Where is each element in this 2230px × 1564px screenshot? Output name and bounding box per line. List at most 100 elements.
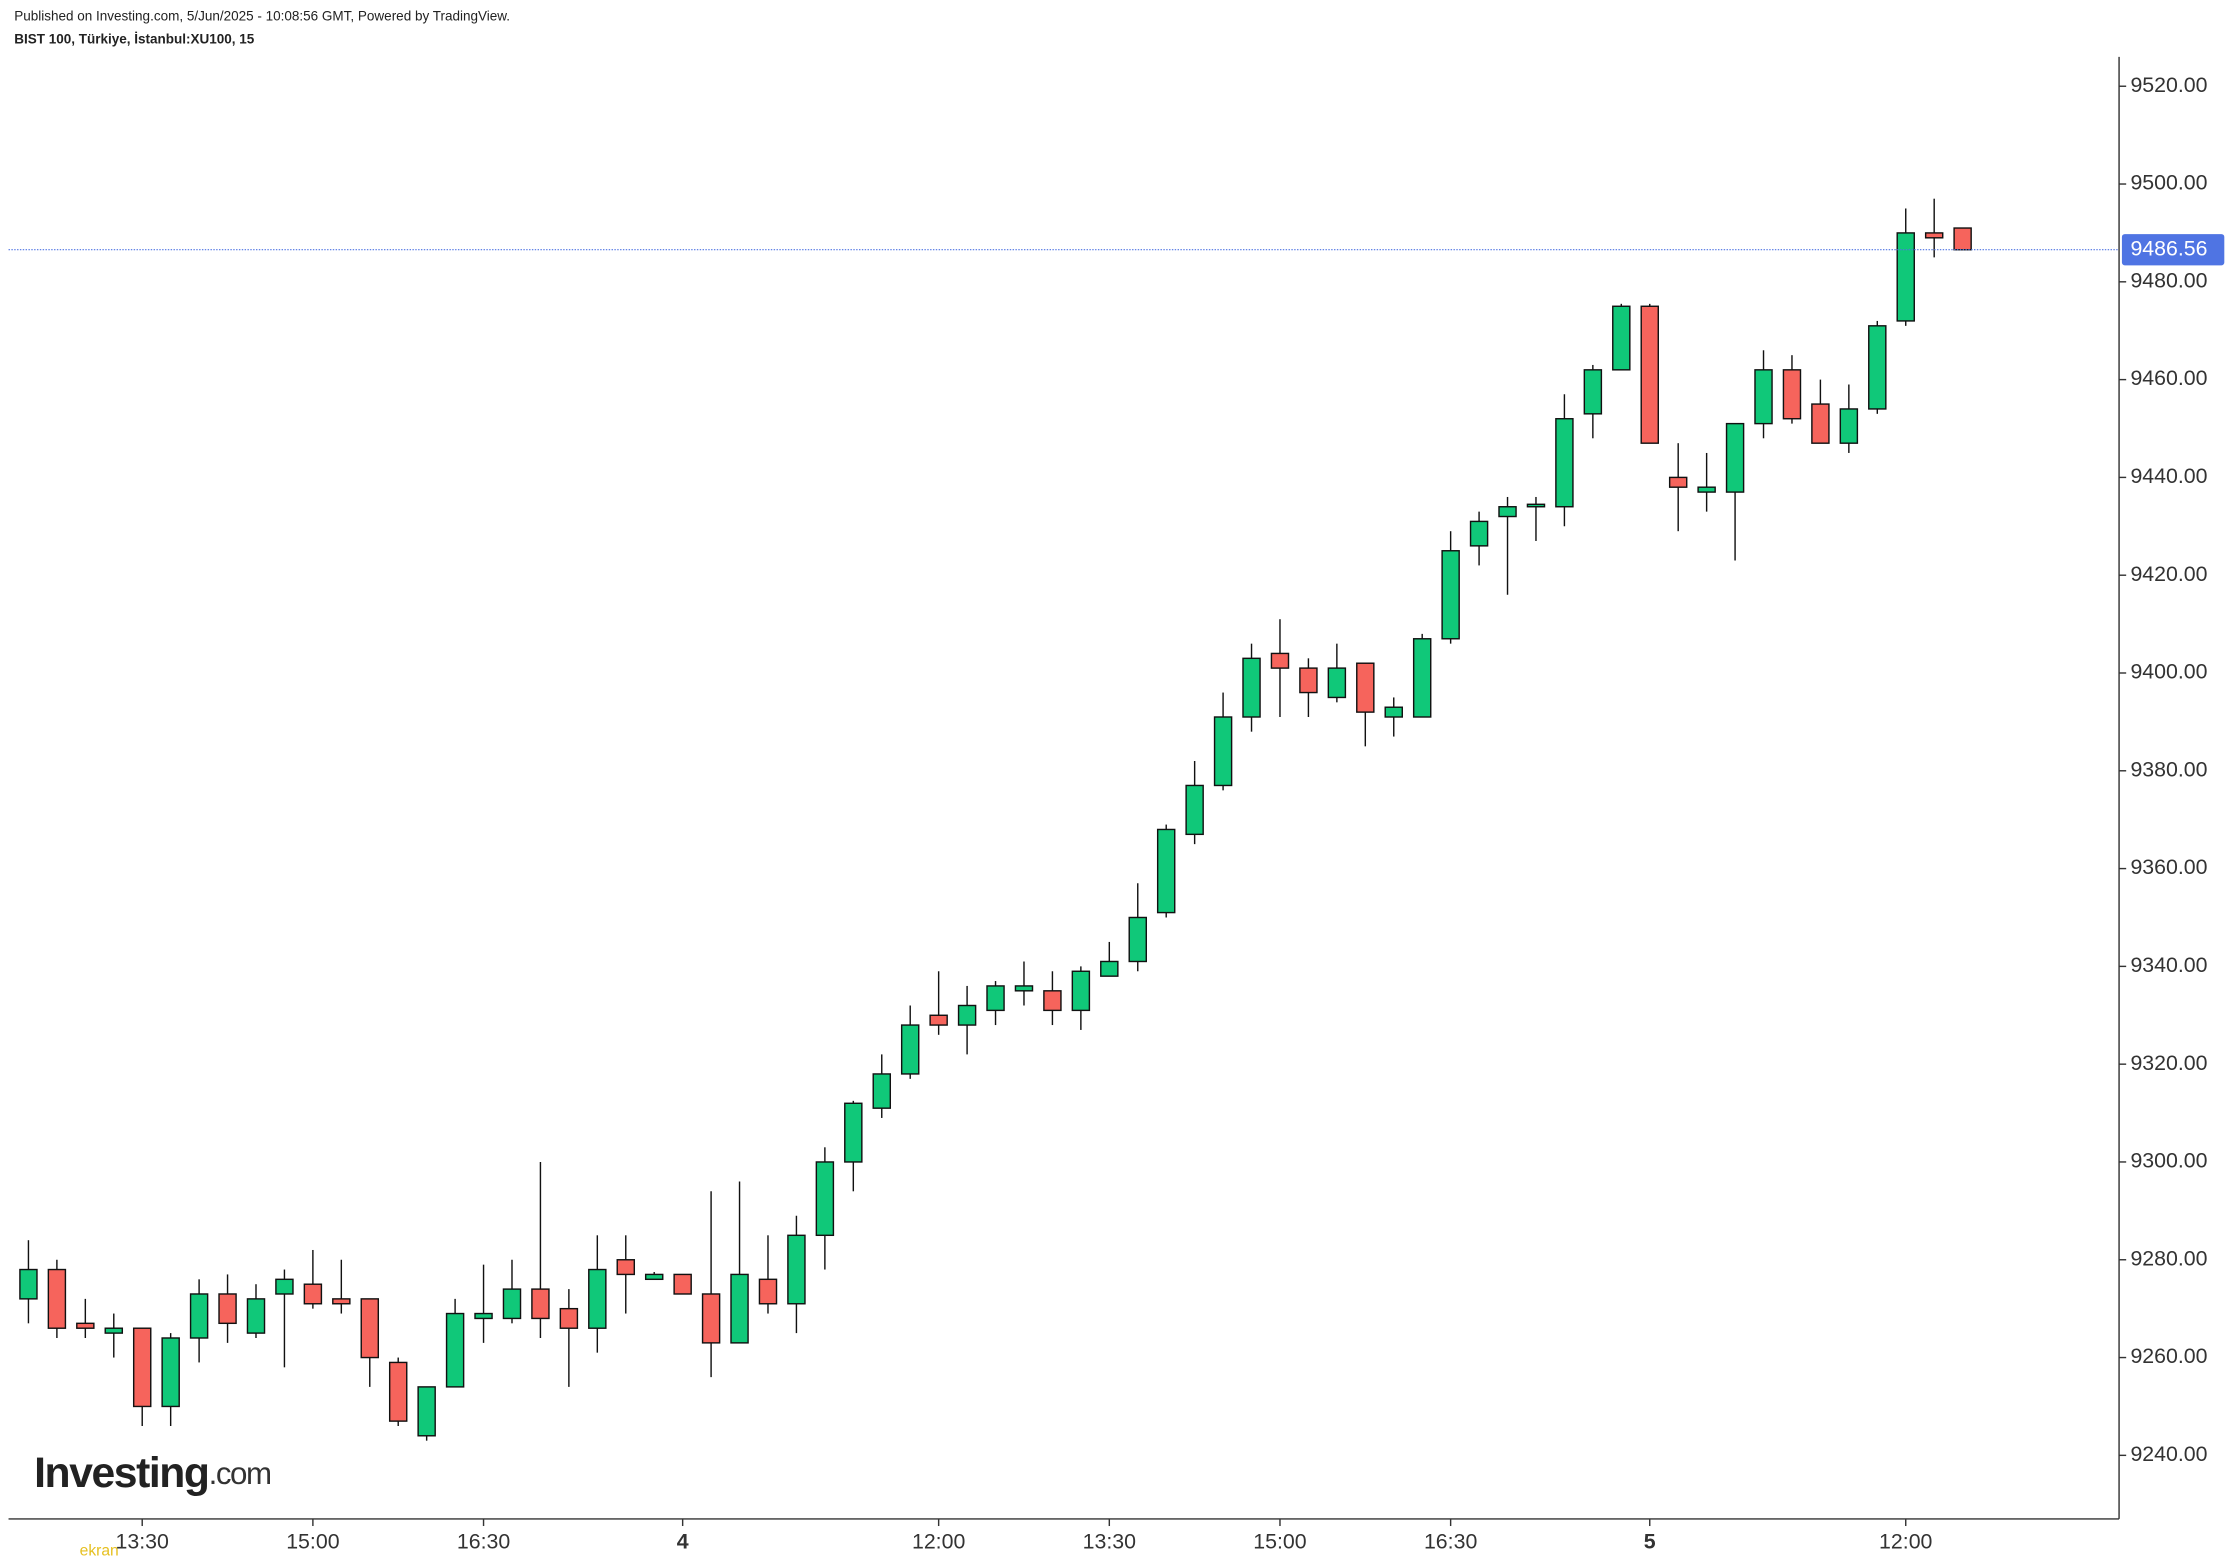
candle-body (1441, 550, 1460, 640)
candle-body (303, 1283, 323, 1305)
x-tick-label: 13:30 (116, 1530, 170, 1554)
candle-body (104, 1327, 124, 1334)
candle-body (929, 1014, 948, 1026)
candle-body (1839, 408, 1859, 444)
candle-body (1583, 369, 1603, 415)
candle-body (1327, 667, 1347, 699)
y-tick-label: 9320.00 (2130, 1051, 2207, 1075)
symbol: BIST 100, Türkiye, İstanbul:XU100, 15 (14, 31, 255, 46)
candle-body (986, 985, 1005, 1012)
y-tick-label: 9300.00 (2130, 1149, 2207, 1173)
x-tick-label: 16:30 (457, 1530, 511, 1554)
candle-body (76, 1322, 95, 1329)
candle-body (1412, 638, 1432, 718)
candle-body (360, 1298, 380, 1359)
logo-main: Investing (34, 1450, 208, 1498)
candle-body (616, 1259, 636, 1276)
y-tick-label: 9400.00 (2130, 660, 2207, 684)
candle-body (1668, 476, 1688, 488)
candle-body (1270, 652, 1290, 669)
x-tick-label: 16:30 (1424, 1530, 1478, 1554)
logo-suffix: .com (209, 1457, 271, 1492)
candle-body (1612, 305, 1631, 371)
y-tick-label: 9380.00 (2130, 757, 2207, 781)
candle-body (787, 1234, 806, 1305)
logo: Investing.com (34, 1450, 271, 1498)
candle-body (1469, 520, 1489, 547)
candle-body (189, 1293, 209, 1339)
x-tick-label: 15:00 (286, 1530, 340, 1554)
x-tick-label: 15:00 (1253, 1530, 1307, 1554)
candle-body (1725, 422, 1745, 493)
x-tick-label: 4 (677, 1530, 689, 1554)
candle-body (445, 1312, 465, 1388)
candle-body (957, 1004, 977, 1026)
candle-body (388, 1361, 408, 1422)
watermark: ekran (80, 1543, 119, 1560)
candle-body (474, 1312, 493, 1320)
y-tick-label: 9360.00 (2130, 855, 2207, 879)
candle-body (1924, 232, 1944, 239)
candle-body (417, 1386, 436, 1437)
candle-body (872, 1073, 892, 1109)
candle-body (673, 1273, 692, 1295)
candle-body (1356, 662, 1375, 713)
candle-body (47, 1268, 67, 1329)
candle-body (1242, 657, 1261, 718)
candle-body (815, 1161, 835, 1237)
candle-body (1697, 486, 1716, 493)
y-tick-label: 9340.00 (2130, 953, 2207, 977)
candle-body (1953, 227, 1972, 251)
y-tick-label: 9280.00 (2130, 1246, 2207, 1270)
candle-body (1754, 369, 1773, 425)
y-tick-label: 9520.00 (2130, 73, 2207, 97)
candle-body (644, 1273, 664, 1281)
x-tick-label: 13:30 (1083, 1530, 1137, 1554)
candle-body (1185, 784, 1204, 836)
candle-body (275, 1278, 294, 1295)
candle-body (588, 1268, 607, 1329)
candle-body (1526, 503, 1546, 508)
candle-body (1640, 305, 1659, 444)
candle-body (332, 1298, 351, 1305)
candle-body (1156, 828, 1176, 914)
candle-body (1014, 985, 1034, 992)
candle-body (1782, 369, 1802, 420)
candle-body (502, 1288, 522, 1320)
y-tick-label: 9240.00 (2130, 1442, 2207, 1466)
y-tick-label: 9440.00 (2130, 464, 2207, 488)
header: Published on Investing.com, 5/Jun/2025 -… (14, 9, 510, 24)
candle-body (1384, 706, 1403, 718)
last-price-box (2121, 234, 2225, 266)
candle-body (701, 1293, 721, 1344)
candle-body (1128, 916, 1147, 963)
candle-body (1299, 667, 1318, 694)
last-price-label: 9486.56 (2130, 236, 2207, 260)
candle-body (1071, 970, 1091, 1012)
candle-body (1555, 418, 1574, 508)
y-tick-label: 9260.00 (2130, 1344, 2207, 1368)
y-tick-label: 9480.00 (2130, 268, 2207, 292)
candle-body (19, 1268, 38, 1300)
candle-body (559, 1307, 579, 1329)
x-tick-label: 12:00 (1879, 1530, 1933, 1554)
candle-body (1896, 232, 1915, 322)
candle-body (758, 1278, 778, 1305)
candle-body (161, 1337, 180, 1408)
x-tick-label: 5 (1644, 1530, 1656, 1554)
candle-body (1868, 325, 1887, 410)
candle-body (218, 1293, 237, 1325)
candle-body (246, 1298, 266, 1334)
y-tick-label: 9460.00 (2130, 366, 2207, 390)
candle-body (844, 1102, 863, 1163)
candle-body (730, 1273, 749, 1344)
candle-body (1043, 990, 1062, 1012)
y-tick-label: 9420.00 (2130, 562, 2207, 586)
candle-body (132, 1327, 152, 1408)
candle-body (1498, 506, 1517, 518)
candle-body (1811, 403, 1830, 444)
x-tick-label: 12:00 (912, 1530, 966, 1554)
y-tick-label: 9500.00 (2130, 171, 2207, 195)
